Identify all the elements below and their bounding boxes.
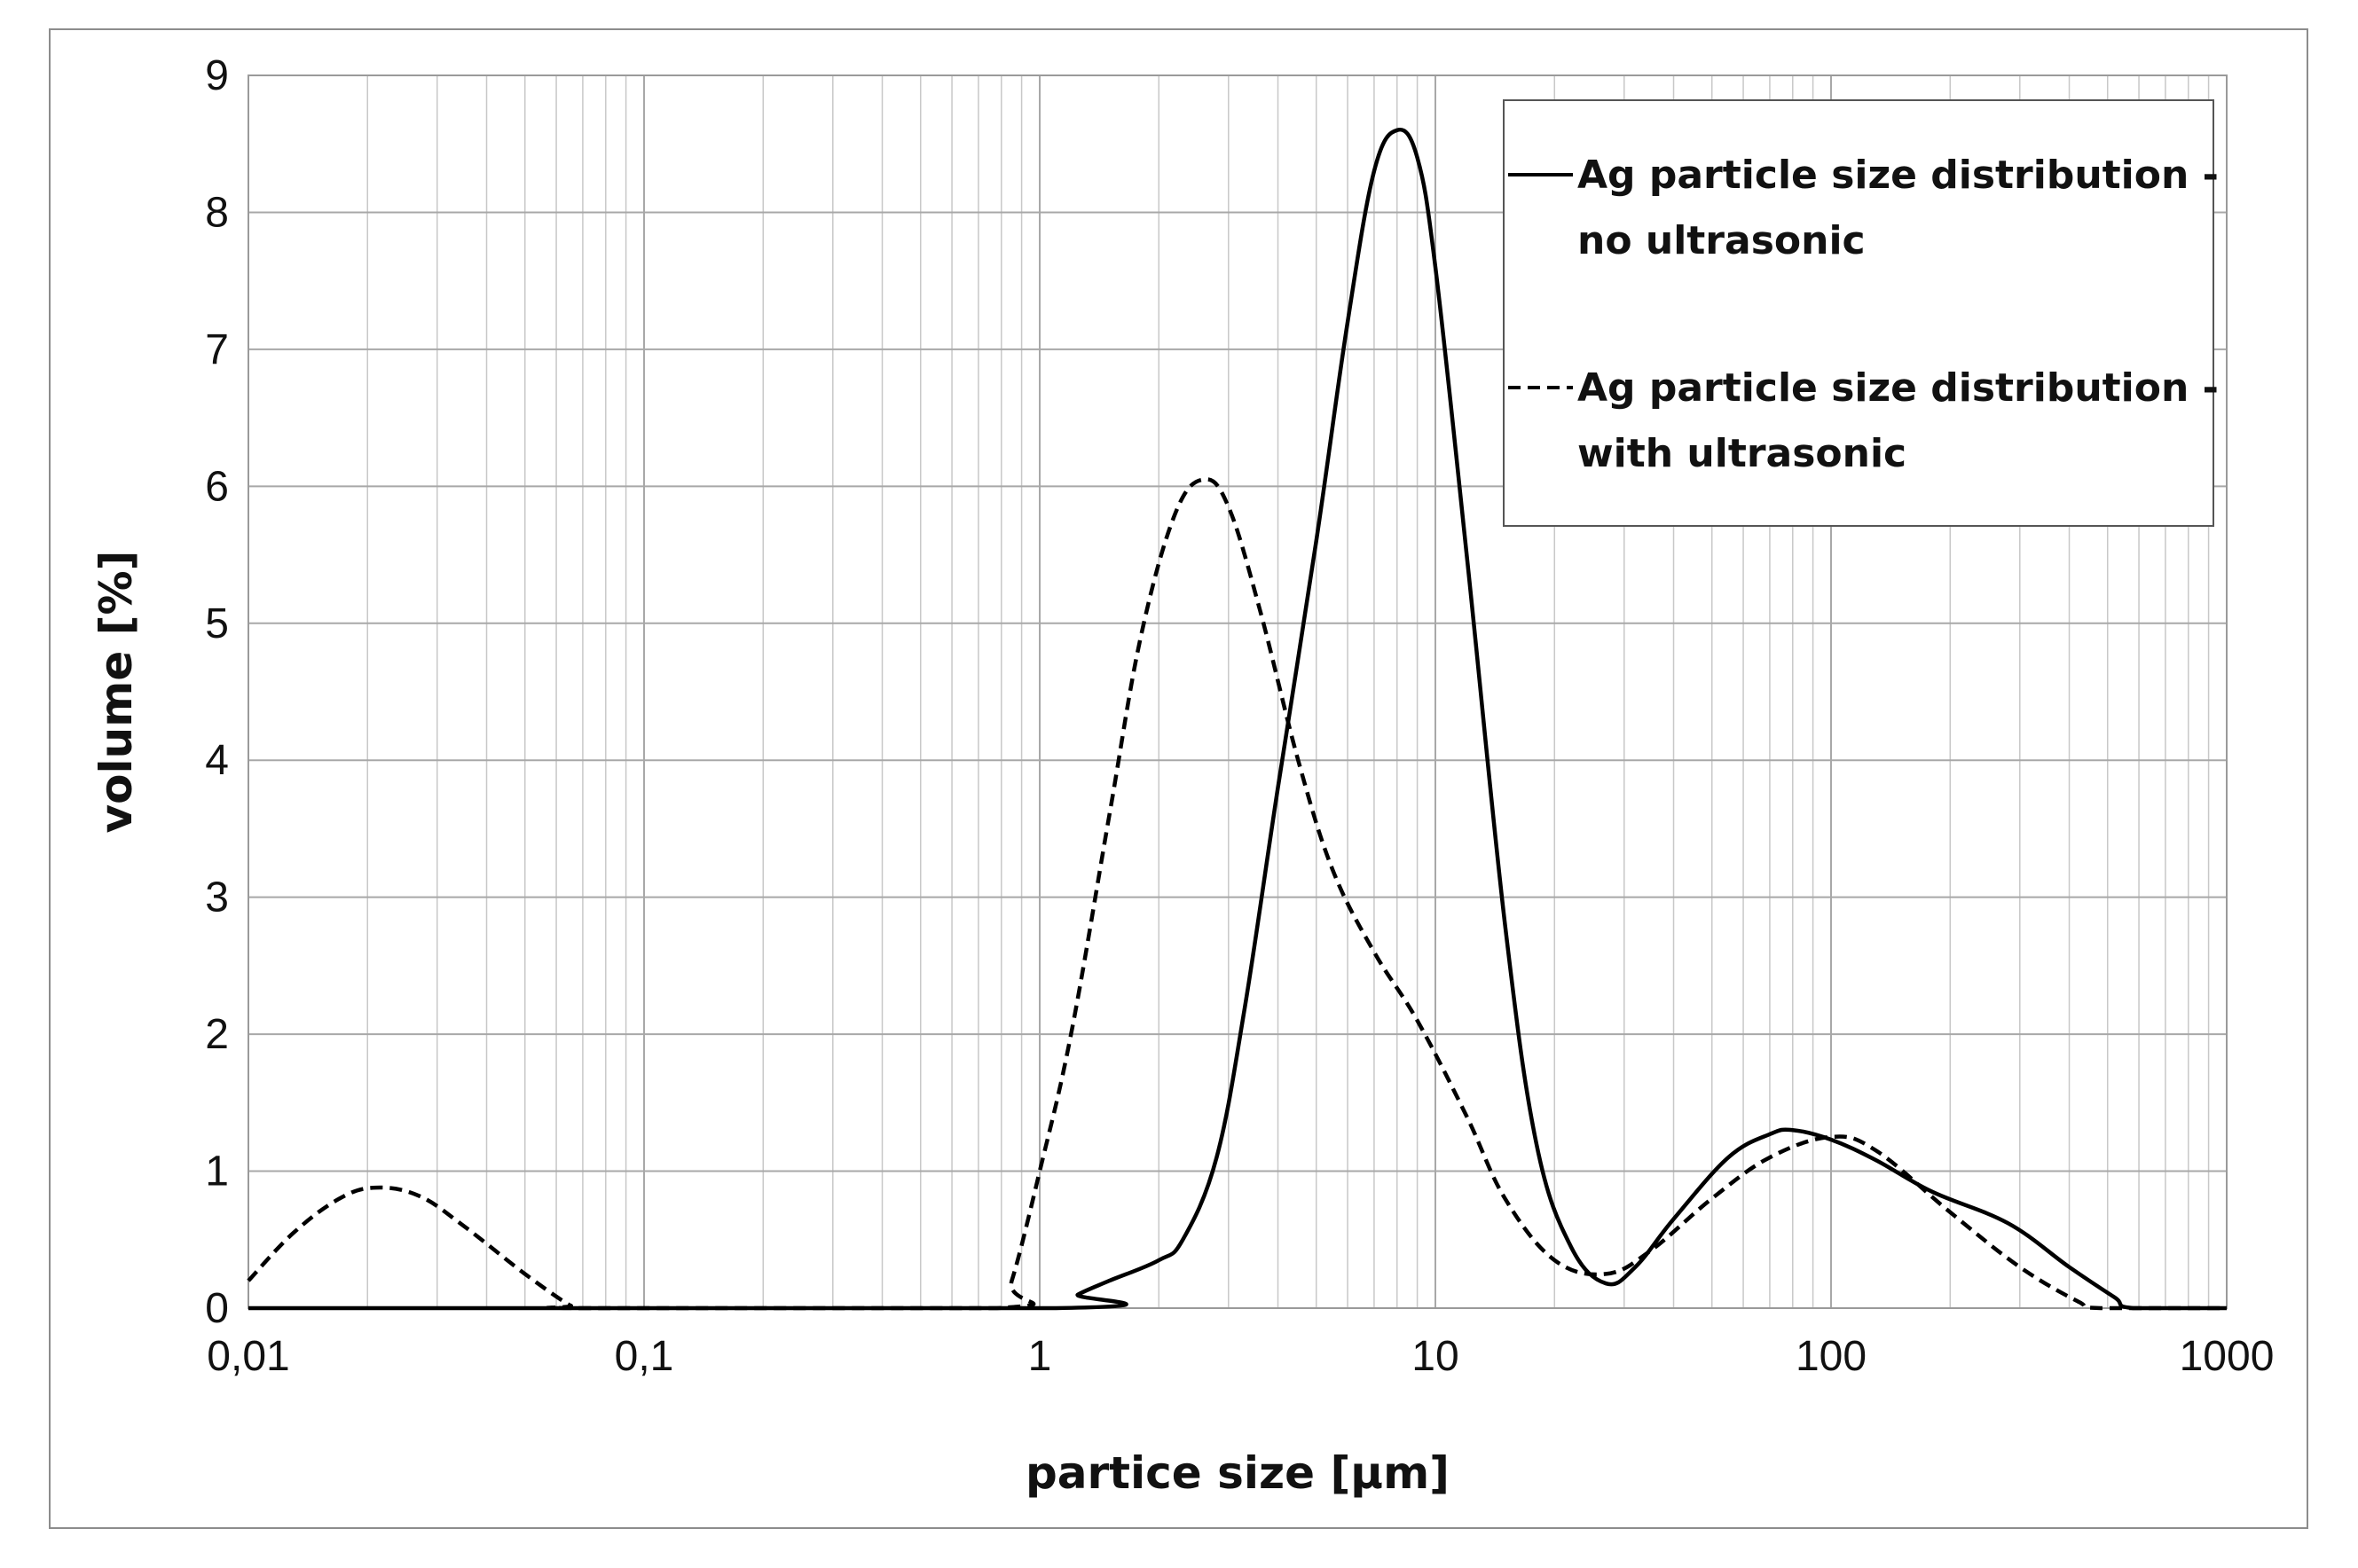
y-tick-label: 5 <box>205 600 229 647</box>
y-tick-label: 8 <box>205 189 229 236</box>
x-tick-label: 1 <box>1028 1333 1052 1380</box>
x-tick-label: 0,01 <box>207 1333 289 1380</box>
y-tick-label: 4 <box>205 737 229 784</box>
y-tick-label: 3 <box>205 874 229 921</box>
y-tick-label: 9 <box>205 52 229 99</box>
series-line-with-ultrasonic <box>247 477 2227 1311</box>
legend-label-no-ultrasonic-line1: Ag particle size distribution - <box>1577 153 2219 198</box>
x-axis-title: partice size [µm] <box>1026 1447 1450 1499</box>
y-tick-label: 2 <box>205 1011 229 1058</box>
y-axis-title: volume [%] <box>90 551 142 834</box>
legend: Ag particle size distribution - no ultra… <box>1503 99 2219 527</box>
y-tick-labels: 0 1 2 3 4 5 6 7 8 9 <box>205 52 229 1332</box>
x-tick-label: 0,1 <box>615 1333 674 1380</box>
x-tick-label: 100 <box>1796 1333 1867 1380</box>
y-tick-label: 0 <box>205 1285 229 1332</box>
y-tick-label: 7 <box>205 326 229 373</box>
series-layer <box>247 127 2227 1311</box>
legend-label-with-ultrasonic-line2: with ultrasonic <box>1577 431 1906 476</box>
y-tick-label: 6 <box>205 463 229 510</box>
plot-area <box>248 74 2228 1309</box>
legend-label-no-ultrasonic-line2: no ultrasonic <box>1577 218 1866 263</box>
series-line-no-ultrasonic <box>248 127 2227 1311</box>
legend-box <box>1503 99 2214 527</box>
x-tick-label: 10 <box>1411 1333 1458 1380</box>
y-tick-label: 1 <box>205 1149 229 1196</box>
x-tick-label: 1000 <box>2180 1333 2275 1380</box>
legend-label-with-ultrasonic-line1: Ag particle size distribution - <box>1577 365 2219 411</box>
x-tick-labels: 0,01 0,1 1 10 100 1000 <box>207 1333 2274 1380</box>
